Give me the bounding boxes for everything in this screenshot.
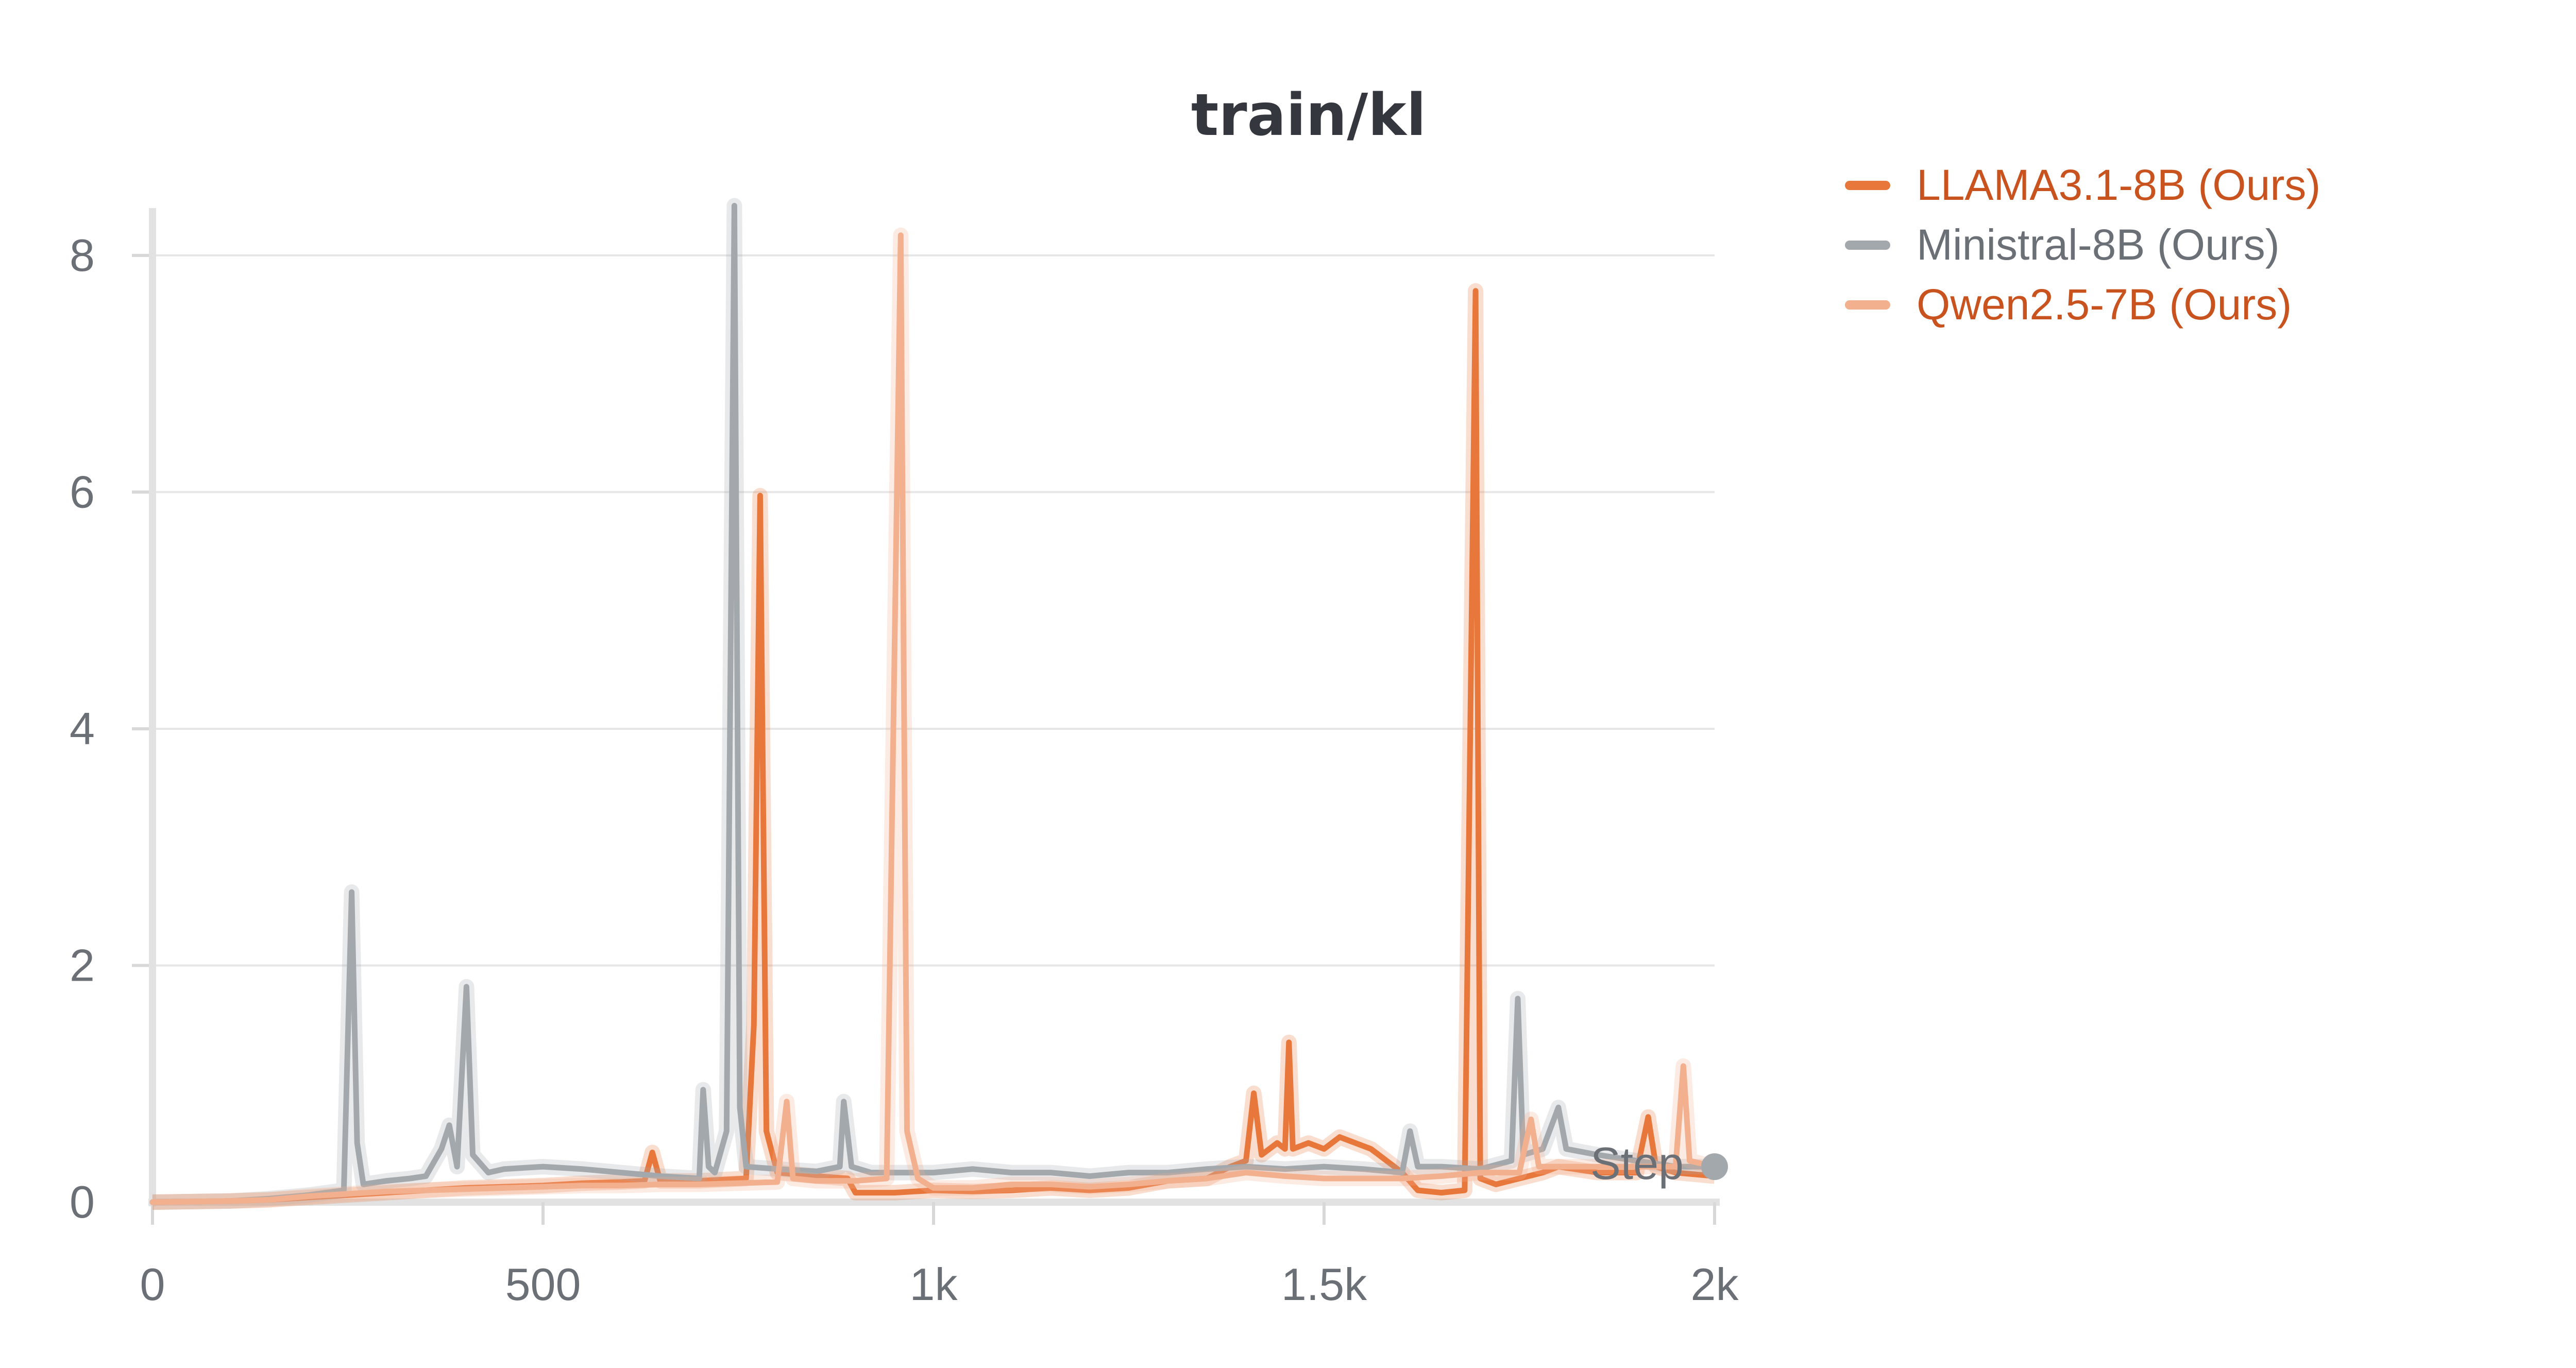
y-tick-label-2: 2 (70, 939, 95, 990)
legend-entry-0[interactable]: LLAMA3.1-8B (Ours) (1845, 161, 2320, 209)
tick-labels: 0 2 4 6 8 0 500 1k 1.5k 2k (70, 230, 1739, 1310)
series-lines (149, 198, 1718, 1210)
legend[interactable]: LLAMA3.1-8B (Ours) Ministral-8B (Ours) Qwe… (1845, 161, 2320, 329)
x-tick-label-0: 0 (140, 1259, 165, 1310)
x-tick-label-1k: 1k (910, 1259, 958, 1310)
x-tick-label-2k: 2k (1691, 1259, 1739, 1310)
step-marker-dot (1701, 1153, 1728, 1181)
y-tick-label-6: 6 (70, 466, 95, 517)
x-axis-label: Step (1590, 1138, 1684, 1189)
chart-title: train/kl (1191, 82, 1426, 149)
x-tick-label-1.5k: 1.5k (1281, 1259, 1367, 1310)
x-tick-label-500: 500 (505, 1259, 581, 1310)
legend-entry-2[interactable]: Qwen2.5-7B (Ours) (1845, 280, 2292, 329)
y-tick-label-8: 8 (70, 230, 95, 281)
legend-label-0: LLAMA3.1-8B (Ours) (1917, 161, 2320, 209)
legend-entry-1[interactable]: Ministral-8B (Ours) (1845, 220, 2280, 269)
step-marker: Step (1590, 1138, 1728, 1189)
gridlines (152, 254, 1715, 967)
series-line-2 (149, 232, 1718, 1205)
legend-label-2: Qwen2.5-7B (Ours) (1917, 280, 2292, 329)
y-tick-label-0: 0 (70, 1176, 95, 1227)
legend-label-1: Ministral-8B (Ours) (1917, 220, 2280, 269)
series-line-1 (149, 202, 1718, 1205)
y-tick-label-4: 4 (70, 703, 95, 754)
axes (132, 208, 1720, 1225)
